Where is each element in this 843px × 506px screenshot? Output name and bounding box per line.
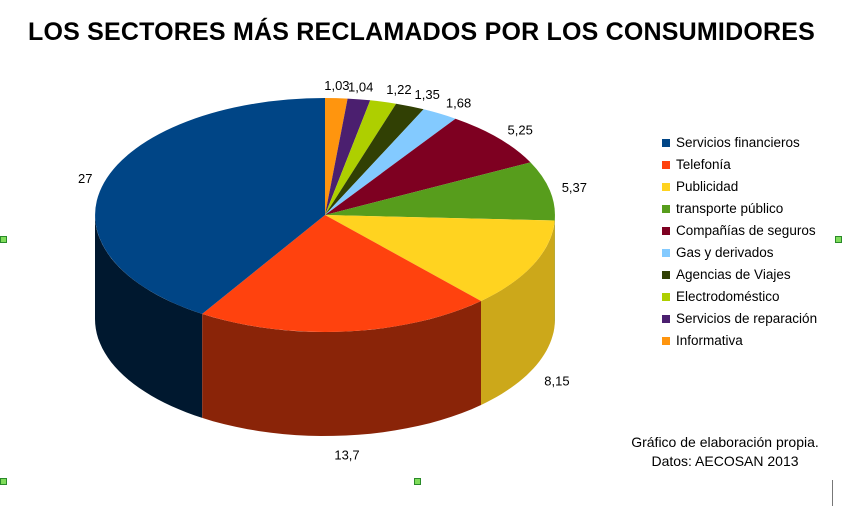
chart-title: LOS SECTORES MÁS RECLAMADOS POR LOS CONS… — [28, 18, 815, 46]
slice-servicios-de-reparacion — [325, 98, 371, 215]
slice-publicidad — [325, 215, 555, 301]
data-label-companias-de-seguros: 5,25 — [508, 122, 533, 137]
pie-sides — [95, 215, 555, 436]
data-label-electrodomestico: 1,22 — [386, 82, 411, 97]
slice-side-publicidad — [481, 220, 555, 405]
selection-handle[interactable] — [0, 478, 7, 485]
legend-swatch — [662, 227, 670, 235]
legend-item-informativa: Informativa — [662, 330, 817, 352]
legend-label: transporte público — [676, 201, 784, 216]
legend-swatch — [662, 205, 670, 213]
legend-label: Servicios financieros — [676, 135, 800, 150]
legend-item-agencias-de-viajes: Agencias de Viajes — [662, 264, 817, 286]
data-label-transporte-publico: 5,37 — [562, 180, 587, 195]
divider-line — [832, 480, 833, 506]
slice-informativa — [325, 98, 348, 215]
credit-note: Gráfico de elaboración propia. Datos: AE… — [610, 433, 840, 471]
legend-item-servicios-de-reparacion: Servicios de reparación — [662, 308, 817, 330]
legend: Servicios financieros Telefonía Publicidad… — [662, 132, 817, 352]
legend-item-publicidad: Publicidad — [662, 176, 817, 198]
legend-label: Telefonía — [676, 157, 731, 172]
legend-swatch — [662, 337, 670, 345]
data-label-agencias-de-viajes: 1,35 — [415, 87, 440, 102]
data-label-servicios-financieros: 27 — [78, 171, 92, 186]
legend-label: Publicidad — [676, 179, 739, 194]
legend-swatch — [662, 161, 670, 169]
data-label-gas-y-derivados: 1,68 — [446, 95, 471, 110]
credit-line-1: Gráfico de elaboración propia. — [631, 434, 819, 450]
slice-servicios-financieros — [95, 98, 325, 314]
legend-swatch — [662, 293, 670, 301]
slice-gas-y-derivados — [325, 109, 456, 215]
legend-swatch — [662, 183, 670, 191]
data-label-telefonia: 13,7 — [334, 448, 359, 463]
slice-companias-de-seguros — [325, 118, 531, 215]
slice-side-servicios-financieros — [95, 215, 203, 418]
legend-label: Informativa — [676, 333, 743, 348]
legend-swatch — [662, 139, 670, 147]
legend-item-servicios-financieros: Servicios financieros — [662, 132, 817, 154]
data-label-informativa: 1,03 — [324, 78, 349, 93]
legend-swatch — [662, 249, 670, 257]
legend-swatch — [662, 315, 670, 323]
legend-item-transporte-publico: transporte público — [662, 198, 817, 220]
data-label-publicidad: 8,15 — [544, 374, 569, 389]
legend-item-companias-de-seguros: Compañías de seguros — [662, 220, 817, 242]
legend-label: Electrodoméstico — [676, 289, 780, 304]
slice-side-telefonia — [202, 301, 481, 436]
legend-label: Agencias de Viajes — [676, 267, 791, 282]
selection-handle[interactable] — [0, 236, 7, 243]
legend-item-electrodomestico: Electrodoméstico — [662, 286, 817, 308]
legend-item-gas-y-derivados: Gas y derivados — [662, 242, 817, 264]
slice-agencias-de-viajes — [325, 103, 424, 215]
slice-transporte-publico — [325, 162, 555, 221]
legend-item-telefonia: Telefonía — [662, 154, 817, 176]
legend-swatch — [662, 271, 670, 279]
selection-handle[interactable] — [414, 478, 421, 485]
selection-handle[interactable] — [835, 236, 842, 243]
data-labels: 1,031,04 1,22 1,35 1,68 5,25 5,37 8,15 13,7 27 — [78, 78, 587, 462]
credit-line-2: Datos: AECOSAN 2013 — [651, 453, 799, 469]
legend-label: Compañías de seguros — [676, 223, 816, 238]
pie-top-faces — [95, 98, 555, 332]
legend-label: Gas y derivados — [676, 245, 774, 260]
legend-label: Servicios de reparación — [676, 311, 818, 326]
data-label-servicios-de-reparacion: 1,04 — [348, 79, 373, 94]
slice-telefonia — [202, 215, 481, 332]
slice-electrodomestico — [325, 100, 397, 215]
